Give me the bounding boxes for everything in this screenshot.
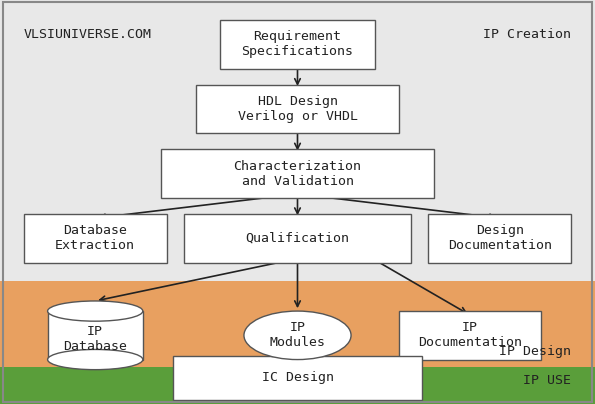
FancyBboxPatch shape [196,85,399,133]
FancyBboxPatch shape [48,311,143,360]
Text: Requirement
Specifications: Requirement Specifications [242,30,353,59]
Text: IP
Database: IP Database [63,325,127,354]
Text: HDL Design
Verilog or VHDL: HDL Design Verilog or VHDL [237,95,358,123]
FancyBboxPatch shape [0,367,595,404]
Text: IP
Documentation: IP Documentation [418,321,522,349]
Text: Design
Documentation: Design Documentation [448,224,552,252]
Text: Database
Extraction: Database Extraction [55,224,135,252]
FancyBboxPatch shape [24,214,167,263]
FancyBboxPatch shape [0,0,595,283]
FancyBboxPatch shape [161,149,434,198]
Ellipse shape [48,349,143,370]
Text: IC Design: IC Design [261,371,334,384]
Text: IP
Modules: IP Modules [270,321,325,349]
Text: IP Design: IP Design [499,345,571,358]
FancyBboxPatch shape [399,311,541,360]
Ellipse shape [48,301,143,321]
Text: Qualification: Qualification [246,232,349,245]
Ellipse shape [244,311,351,360]
FancyBboxPatch shape [428,214,571,263]
FancyBboxPatch shape [184,214,411,263]
Text: Characterization
and Validation: Characterization and Validation [233,160,362,188]
Text: IP USE: IP USE [523,374,571,387]
FancyBboxPatch shape [220,20,375,69]
Text: VLSIUNIVERSE.COM: VLSIUNIVERSE.COM [24,28,152,41]
FancyBboxPatch shape [173,356,422,400]
Text: IP Creation: IP Creation [483,28,571,41]
FancyBboxPatch shape [0,281,595,368]
